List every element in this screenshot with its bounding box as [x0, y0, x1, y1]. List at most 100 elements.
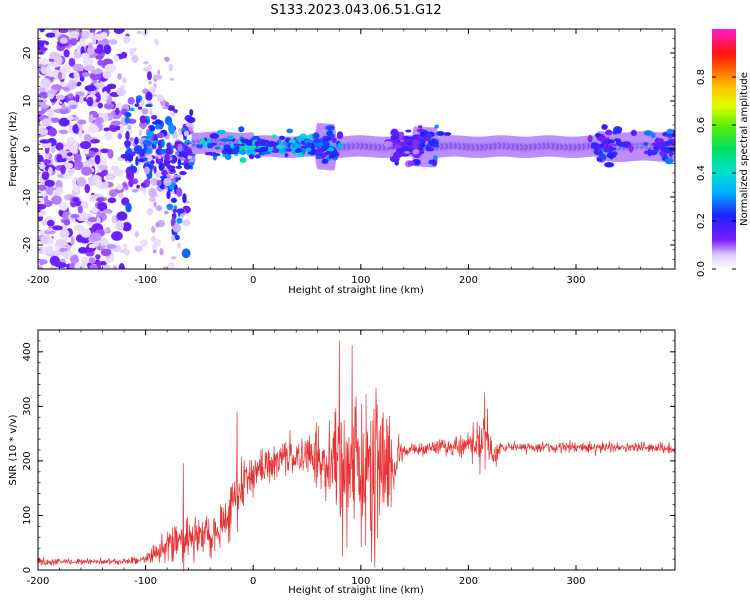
- y-tick-label: 400: [22, 342, 33, 361]
- colorbar-tick-label: 0.0: [696, 261, 707, 277]
- heatmap-cell: [600, 136, 607, 144]
- heatmap-cell: [220, 138, 230, 143]
- heatmap-cell: [155, 171, 162, 178]
- heatmap-cell: [38, 259, 48, 265]
- heatmap-cell: [143, 66, 151, 72]
- heatmap-cell: [397, 141, 407, 147]
- heatmap-cell: [321, 158, 329, 164]
- heatmap-cell: [124, 116, 130, 124]
- y-tick-label: 300: [22, 397, 33, 416]
- heatmap-cell: [403, 138, 412, 144]
- heatmap-cell: [664, 146, 674, 154]
- heatmap-cell: [390, 128, 399, 137]
- heatmap-cell: [290, 142, 300, 149]
- y-tick-label: 200: [22, 451, 33, 470]
- heatmap-cell: [38, 154, 44, 163]
- heatmap-cell: [110, 120, 122, 126]
- y-tick-label: 10: [22, 95, 33, 108]
- heatmap-cell: [94, 116, 104, 125]
- heatmap-cell: [613, 138, 621, 142]
- heatmap-cell: [175, 165, 183, 169]
- heatmap-cell: [65, 141, 75, 150]
- heatmap-cell: [94, 154, 101, 165]
- heatmap-cell: [604, 161, 615, 168]
- heatmap-cell: [49, 158, 54, 166]
- y-tick-label: 20: [22, 47, 33, 60]
- heatmap-cell: [621, 141, 632, 148]
- heatmap-cell: [140, 239, 148, 247]
- heatmap-cell: [134, 103, 140, 108]
- x-tick-label: 200: [459, 576, 478, 587]
- heatmap-cell: [168, 124, 176, 135]
- heatmap-cell: [682, 137, 691, 145]
- heatmap-cell: [138, 121, 148, 129]
- heatmap-cell: [676, 124, 685, 128]
- heatmap-cell: [187, 155, 192, 160]
- heatmap-cell: [170, 217, 176, 227]
- heatmap-cell: [125, 130, 130, 141]
- heatmap-cell: [113, 29, 124, 35]
- heatmap-cell: [59, 228, 70, 239]
- heatmap-cell: [118, 192, 124, 198]
- heatmap-cell: [173, 109, 178, 114]
- heatmap-cell: [607, 143, 617, 147]
- heatmap-cell: [200, 137, 206, 144]
- heatmap-cell: [101, 181, 109, 187]
- heatmap-cell: [39, 161, 45, 170]
- heatmap-cell: [80, 46, 85, 55]
- heatmap-cell: [38, 40, 45, 49]
- heatmap-cell: [41, 171, 50, 181]
- heatmap-cell: [643, 141, 649, 147]
- heatmap-cell: [313, 132, 320, 140]
- heatmap-cell: [109, 254, 115, 263]
- heatmap-cell: [171, 234, 176, 242]
- heatmap-cell: [74, 261, 83, 269]
- heatmap-cell: [284, 153, 289, 158]
- heatmap-cell: [216, 129, 226, 135]
- heatmap-cell: [99, 148, 110, 154]
- heatmap-cell: [115, 125, 121, 131]
- heatmap-cell: [119, 125, 124, 134]
- x-tick-label: 0: [250, 576, 256, 587]
- heatmap-cell: [90, 138, 101, 144]
- heatmap-cell: [209, 133, 220, 140]
- heatmap-cell: [328, 154, 333, 159]
- heatmap-cell: [238, 126, 245, 133]
- heatmap-cell: [419, 143, 426, 148]
- heatmap-cell: [75, 94, 80, 103]
- heatmap-cell: [102, 90, 109, 101]
- heatmap-cell: [53, 249, 61, 257]
- heatmap-cell: [304, 139, 313, 145]
- heatmap-cell: [99, 260, 107, 266]
- heatmap-cell: [301, 147, 306, 155]
- heatmap-cell: [51, 225, 63, 231]
- heatmap-cell: [69, 104, 77, 110]
- heatmap-cell: [643, 130, 653, 136]
- heatmap-cell: [122, 181, 127, 188]
- heatmap-cell: [70, 213, 80, 219]
- heatmap-cell: [275, 145, 286, 149]
- heatmap-cell: [278, 135, 286, 141]
- heatmap-cell: [166, 143, 171, 153]
- heatmap-cell: [60, 164, 66, 175]
- heatmap-cell: [678, 146, 686, 153]
- heatmap-cell: [59, 201, 68, 211]
- heatmap-cell: [60, 37, 68, 44]
- heatmap-cell: [97, 202, 104, 210]
- heatmap-cell: [434, 124, 439, 129]
- heatmap-cell: [159, 248, 164, 256]
- heatmap-cell: [51, 195, 62, 205]
- heatmap-cell: [212, 153, 221, 157]
- heatmap-cell: [156, 132, 165, 139]
- heatmap-cell: [149, 86, 156, 94]
- heatmap-cell: [55, 238, 67, 247]
- heatmap-cell: [206, 139, 211, 144]
- colorbar-tick-label: 0.2: [696, 213, 707, 229]
- heatmap-cell: [120, 51, 128, 59]
- heatmap-cell: [57, 71, 63, 80]
- heatmap-cell: [79, 37, 86, 47]
- heatmap-cell: [38, 195, 43, 204]
- heatmap-cell: [41, 118, 53, 127]
- heatmap-cell: [58, 129, 69, 135]
